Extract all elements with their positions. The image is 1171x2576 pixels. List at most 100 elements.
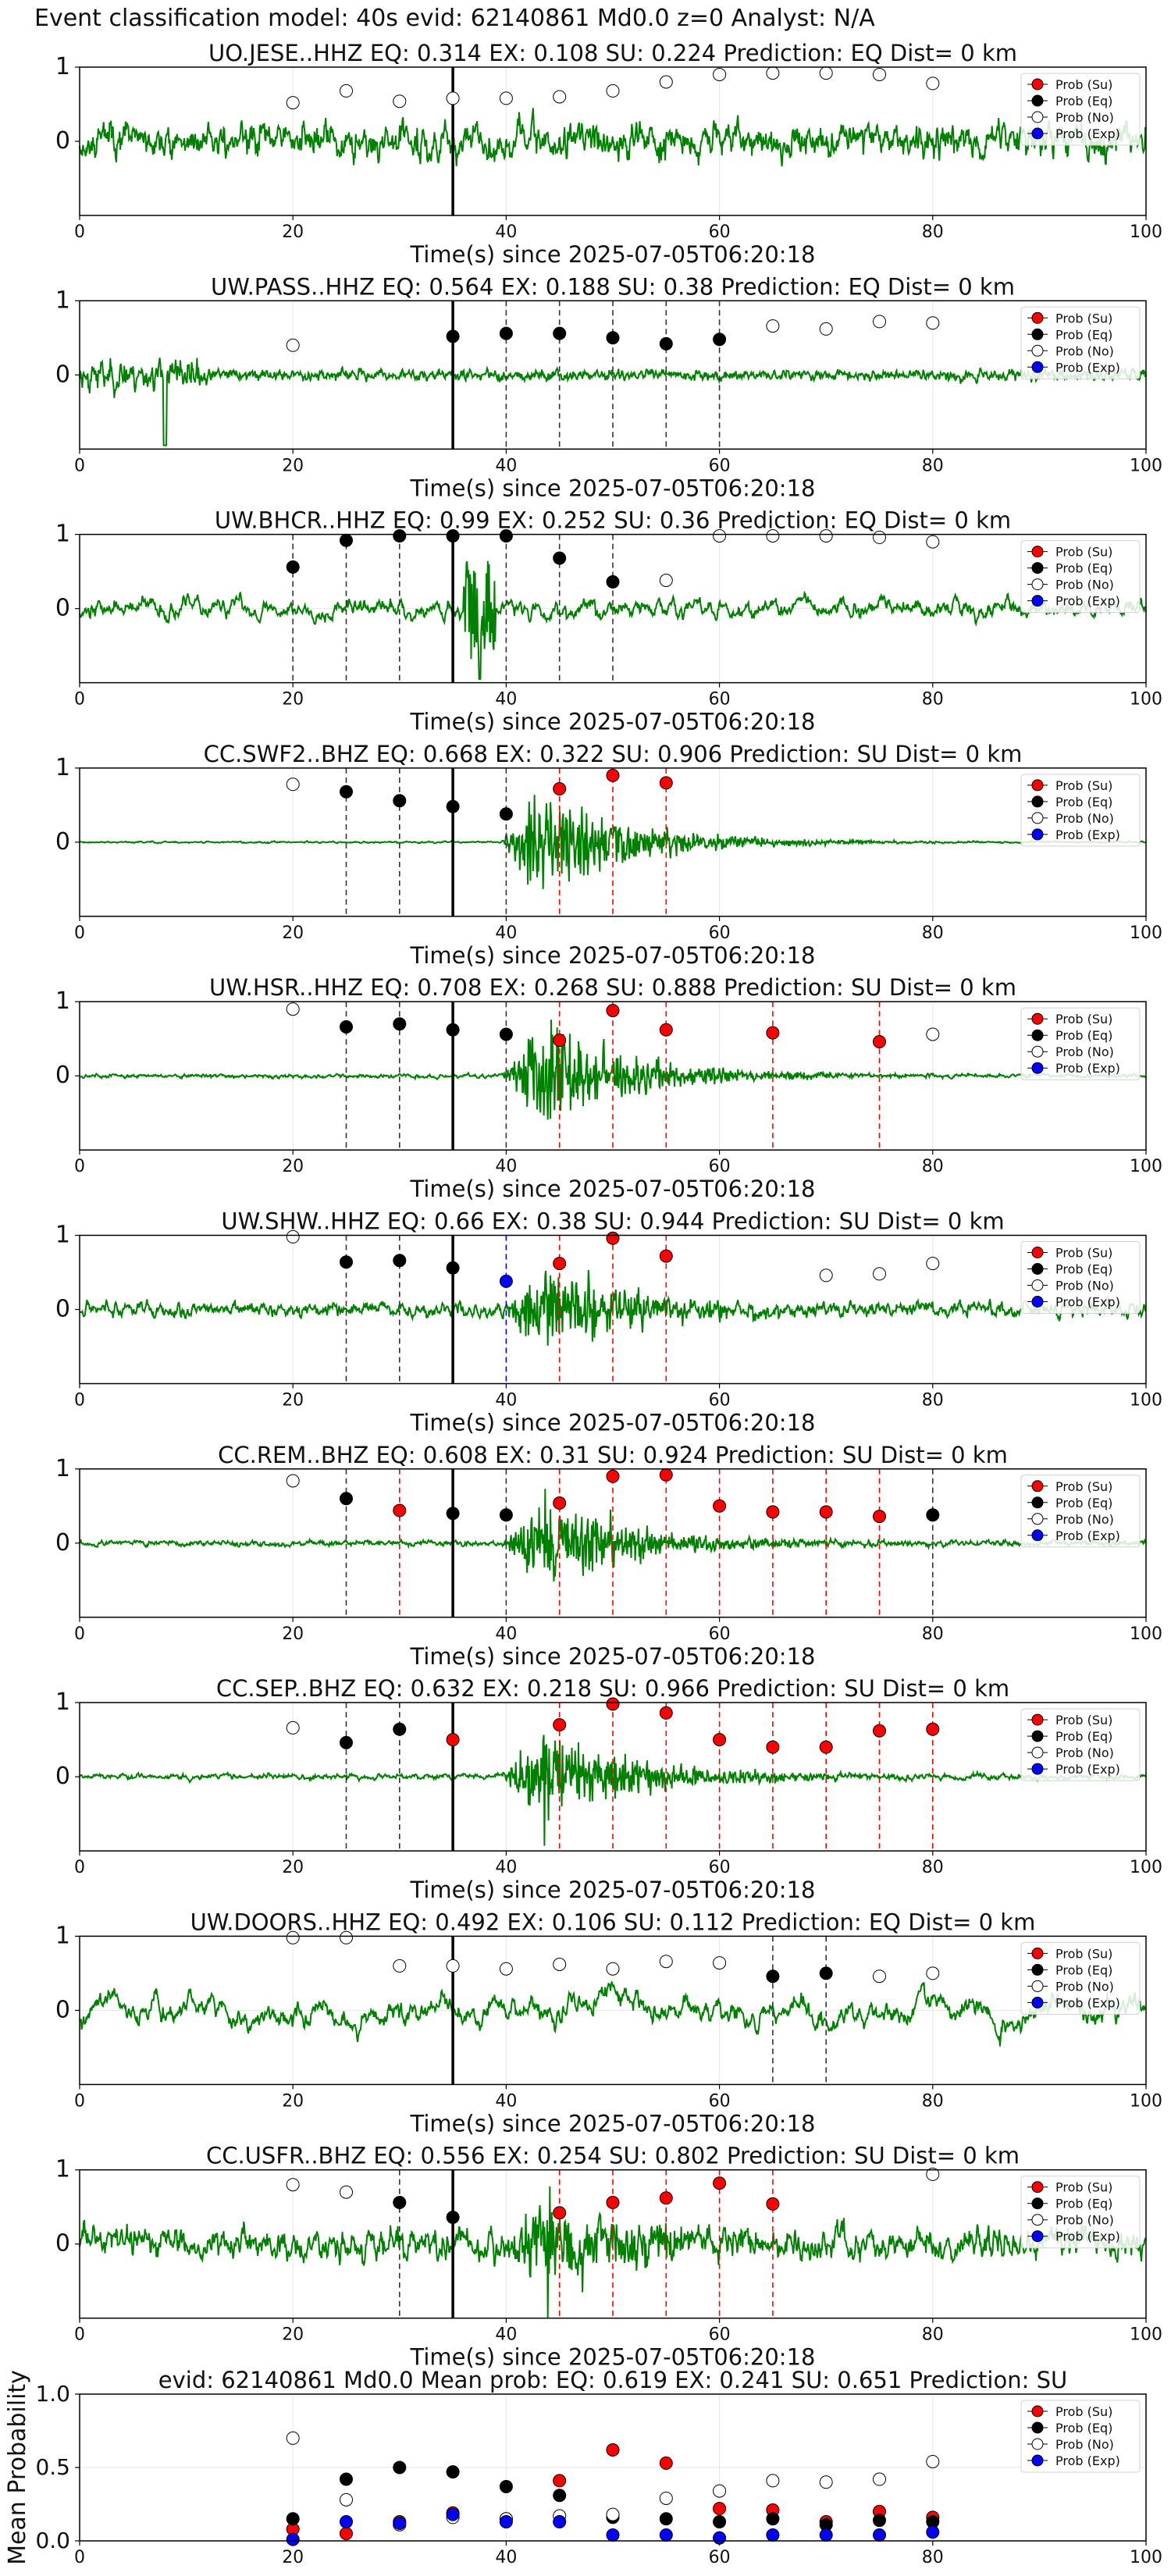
prob-point-eq [553,326,567,340]
mean-point-exp [659,2528,673,2542]
legend-marker-exp [1031,1062,1044,1074]
waveform-trace [79,358,1147,447]
panel-title: UW.HSR..HHZ EQ: 0.708 EX: 0.268 SU: 0.88… [209,974,1016,1001]
mean-point-eq [713,2515,727,2529]
legend-box [1020,1941,1141,2015]
prob-point-no [926,76,940,91]
mean-point-eq [286,2512,300,2526]
legend-label-exp: Prob (Exp) [1055,1995,1120,2010]
x-tick-label: 0 [74,222,85,242]
prob-point-eq [286,560,300,574]
x-axis-label: Time(s) since 2025-07-05T06:20:18 [410,1643,816,1670]
legend-marker-su [1031,311,1044,324]
prob-point-su [766,2197,780,2211]
x-tick-label: 40 [495,2548,517,2567]
prob-point-eq [713,333,727,347]
x-tick-label: 40 [495,923,517,943]
prob-point-eq [606,331,620,345]
axes-frame [79,1468,1147,1618]
prob-point-eq [393,529,407,543]
prob-point-su [606,768,620,782]
x-tick-label: 40 [495,456,517,475]
x-tick-label: 20 [282,2325,304,2345]
prob-point-no [286,1002,300,1016]
legend-label-no: Prob (No) [1055,1279,1114,1293]
legend-label-no: Prob (No) [1055,2213,1114,2228]
x-tick-label: 60 [709,923,731,943]
x-tick-label: 20 [282,1157,304,1176]
legend-label-exp: Prob (Exp) [1055,360,1120,375]
prob-point-eq [819,1966,833,1980]
prob-point-su [606,1697,620,1711]
legend-marker-no [1031,1513,1044,1525]
prob-point-no [286,96,300,110]
mean-point-su [659,2456,673,2470]
legend-marker-su [1031,2181,1044,2194]
prob-point-no [819,322,833,336]
prob-point-no [873,315,886,329]
prob-point-su [553,1034,567,1048]
y-tick-label: 1 [55,1455,70,1482]
y-tick-label: 0.5 [35,2454,70,2480]
prob-point-no [873,68,886,81]
legend-label-su: Prob (Su) [1055,77,1112,92]
waveform-trace [79,1489,1147,1582]
mean-point-su [553,2474,567,2488]
x-tick-label: 60 [709,2548,731,2567]
legend-marker-su [1031,1480,1044,1493]
mean-point-no [340,2492,353,2507]
x-tick-label: 80 [922,456,944,475]
prob-point-su [819,1505,833,1519]
prob-point-no [713,529,727,543]
prob-point-su [926,1722,940,1736]
axes-frame [79,66,1147,216]
legend-marker-su [1031,1947,1044,1959]
y-tick-label: 0 [55,1763,70,1790]
legend-label-eq: Prob (Eq) [1055,561,1112,576]
prob-point-no [926,1966,940,1980]
x-tick-label: 80 [922,1858,944,1877]
prob-point-no [819,1268,833,1283]
mean-point-eq [446,2465,460,2479]
mean-point-eq [340,2472,353,2486]
x-tick-label: 100 [1130,1391,1162,1411]
legend-label-exp: Prob (Exp) [1055,126,1120,141]
y-tick-label: 1 [55,987,70,1015]
prob-point-no [659,1955,673,1969]
prob-point-eq [926,1508,940,1522]
chart-panel-8: 0 20 40 60 80 100 0 1 Prob (Su) Prob (Eq)Prob (No… [55,1675,1162,1903]
x-tick-label: 40 [495,2325,517,2345]
prob-point-no [819,66,833,80]
prob-point-no [499,1962,513,1976]
x-tick-label: 0 [74,1858,85,1877]
mean-point-exp [819,2528,833,2542]
mean-point-eq [393,2460,407,2475]
x-tick-label: 60 [709,2325,731,2345]
mean-point-no [286,2431,300,2445]
legend-marker-eq [1031,2197,1044,2210]
y-tick-label: 0 [55,1062,70,1089]
legend-label-su: Prob (Su) [1055,1713,1112,1727]
x-tick-label: 20 [282,1624,304,1644]
mean-point-exp [553,2515,567,2529]
legend-label-no: Prob (No) [1055,110,1114,125]
x-tick-label: 40 [495,1157,517,1176]
prob-point-no [926,1027,940,1041]
x-tick-label: 20 [282,690,304,710]
x-tick-label: 100 [1130,1624,1162,1644]
panel-title: UW.SHW..HHZ EQ: 0.66 EX: 0.38 SU: 0.944 … [221,1208,1004,1235]
x-tick-label: 60 [709,1624,731,1644]
prob-point-no [766,319,780,333]
x-axis-label: Time(s) since 2025-07-05T06:20:18 [410,709,816,735]
panel-title: UO.JESE..HHZ EQ: 0.314 EX: 0.108 SU: 0.2… [208,40,1017,66]
prob-point-su [873,1035,886,1048]
prob-point-no [926,1257,940,1271]
mean-point-no [606,2507,620,2521]
prob-point-exp [499,1274,513,1288]
x-tick-label: 60 [709,2091,731,2111]
mean-point-exp [340,2515,353,2529]
axes-frame [79,2169,1147,2319]
x-axis-label: Time(s) since 2025-07-05T06:20:18 [410,1176,816,1202]
legend-marker-exp [1031,1529,1044,1542]
x-axis-label: Time(s) since 2025-07-05T06:20:18 [410,475,816,501]
